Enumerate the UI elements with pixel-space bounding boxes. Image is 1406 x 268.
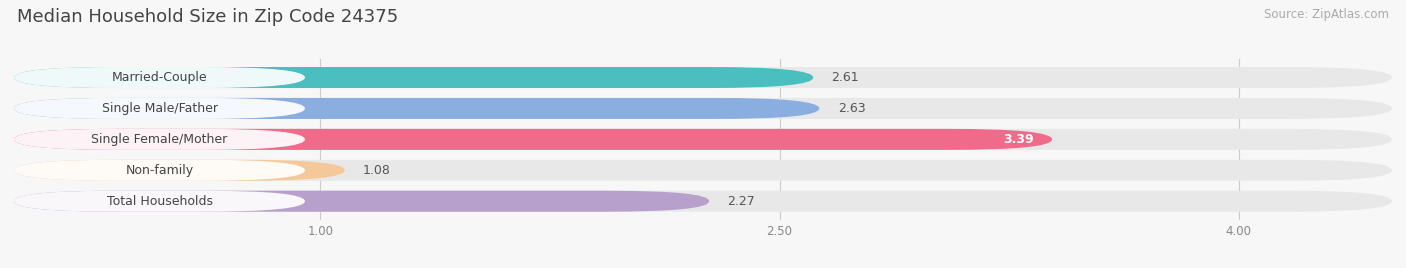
Text: 2.27: 2.27 bbox=[727, 195, 755, 208]
FancyBboxPatch shape bbox=[14, 160, 344, 181]
Text: Source: ZipAtlas.com: Source: ZipAtlas.com bbox=[1264, 8, 1389, 21]
Text: 1.08: 1.08 bbox=[363, 164, 391, 177]
FancyBboxPatch shape bbox=[14, 191, 1392, 212]
Text: Non-family: Non-family bbox=[125, 164, 194, 177]
FancyBboxPatch shape bbox=[14, 129, 305, 150]
FancyBboxPatch shape bbox=[14, 191, 709, 212]
FancyBboxPatch shape bbox=[14, 67, 813, 88]
FancyBboxPatch shape bbox=[14, 191, 305, 212]
FancyBboxPatch shape bbox=[14, 129, 1392, 150]
Text: Married-Couple: Married-Couple bbox=[111, 71, 207, 84]
FancyBboxPatch shape bbox=[14, 160, 305, 181]
Text: Single Male/Father: Single Male/Father bbox=[101, 102, 218, 115]
FancyBboxPatch shape bbox=[14, 129, 1052, 150]
Text: 2.63: 2.63 bbox=[838, 102, 865, 115]
Text: Median Household Size in Zip Code 24375: Median Household Size in Zip Code 24375 bbox=[17, 8, 398, 26]
FancyBboxPatch shape bbox=[14, 67, 305, 88]
FancyBboxPatch shape bbox=[14, 67, 1392, 88]
Text: Total Households: Total Households bbox=[107, 195, 212, 208]
Text: 2.61: 2.61 bbox=[831, 71, 859, 84]
FancyBboxPatch shape bbox=[14, 98, 305, 119]
FancyBboxPatch shape bbox=[14, 98, 820, 119]
Text: 3.39: 3.39 bbox=[1002, 133, 1033, 146]
Text: Single Female/Mother: Single Female/Mother bbox=[91, 133, 228, 146]
FancyBboxPatch shape bbox=[14, 160, 1392, 181]
FancyBboxPatch shape bbox=[14, 98, 1392, 119]
